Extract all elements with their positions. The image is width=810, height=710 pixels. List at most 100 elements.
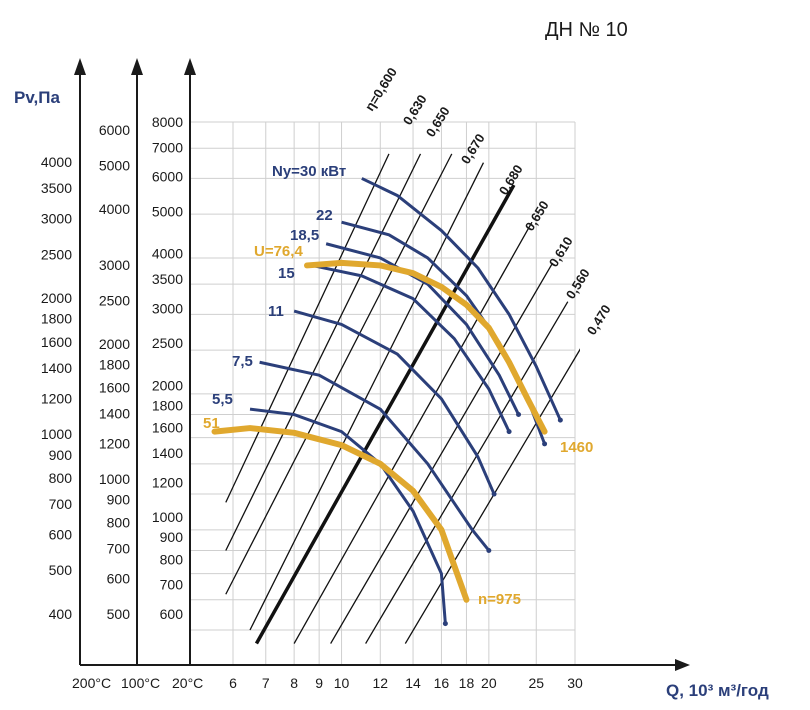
rpm-curves — [211, 259, 548, 603]
rpm-label-3: n=975 — [478, 591, 521, 608]
y-tick-0-14: 3500 — [41, 180, 72, 196]
efficiency-line-5 — [293, 221, 533, 644]
y-tick-2-2: 800 — [160, 551, 184, 567]
y-tick-0-7: 1200 — [41, 390, 72, 406]
x-tick-3: 9 — [315, 675, 323, 691]
x-tick-8: 18 — [459, 675, 475, 691]
y-tick-2-13: 4000 — [152, 246, 183, 262]
y-tick-2-14: 5000 — [152, 203, 183, 219]
efficiency-line-2 — [225, 153, 453, 595]
y-tick-1-5: 1000 — [99, 471, 130, 487]
y-tick-0-0: 400 — [49, 606, 73, 622]
y-tick-1-7: 1400 — [99, 405, 130, 421]
efficiency-line-1 — [225, 153, 422, 551]
y-tick-2-17: 8000 — [152, 114, 183, 130]
rpm-label-1: 51 — [203, 415, 220, 432]
y-tick-1-14: 5000 — [99, 158, 130, 174]
y-tick-2-4: 1000 — [152, 509, 183, 525]
y-tick-1-1: 600 — [107, 570, 131, 586]
y-tick-0-3: 700 — [49, 496, 73, 512]
power-curve-2 — [325, 242, 520, 416]
y-tick-0-10: 1800 — [41, 311, 72, 327]
efficiency-line-0 — [225, 153, 390, 503]
x-tick-4: 10 — [334, 675, 350, 691]
power-curve-end-0 — [557, 417, 563, 423]
power-labels: Ny=30 кВт 22 18,5 15 11 7,5 5,5 — [212, 163, 346, 408]
power-label-1: 22 — [316, 207, 333, 224]
x-tick-1: 7 — [262, 675, 270, 691]
y-tick-2-6: 1400 — [152, 445, 183, 461]
y-tick-2-11: 3000 — [152, 300, 183, 316]
rpm-labels: U=76,4 51 1460 n=975 — [203, 243, 593, 608]
power-curve-0 — [361, 177, 562, 421]
temp-label-100c: 100°C — [121, 675, 160, 691]
y-tick-1-15: 6000 — [99, 122, 130, 138]
efficiency-label-4: 0,680 — [496, 162, 526, 198]
power-curve-end-2 — [516, 412, 522, 418]
y-axis-label: Pv,Па — [14, 88, 60, 107]
power-curve-end-1 — [542, 441, 548, 447]
x-tick-9: 20 — [481, 675, 497, 691]
y-tick-2-12: 3500 — [152, 271, 183, 287]
x-tick-0: 6 — [229, 675, 237, 691]
rpm-curve-0 — [211, 425, 470, 603]
y-tick-2-0: 600 — [160, 606, 184, 622]
power-curve-end-6 — [442, 621, 448, 627]
efficiency-label-0: η=0,600 — [362, 65, 400, 114]
y-tick-2-7: 1600 — [152, 420, 183, 436]
y-tick-1-10: 2000 — [99, 336, 130, 352]
power-label-5: 7,5 — [232, 353, 253, 370]
temp-label-200c: 200°C — [72, 675, 111, 691]
x-tick-11: 30 — [567, 675, 583, 691]
rpm-label-2: 1460 — [560, 439, 593, 456]
y-axis-100c-arrow — [131, 58, 143, 75]
x-tick-10: 25 — [528, 675, 544, 691]
power-label-4: 11 — [268, 303, 284, 320]
chart-title: ДН № 10 — [545, 19, 628, 41]
y-tick-1-6: 1200 — [99, 435, 130, 451]
y-tick-1-2: 700 — [107, 540, 131, 556]
x-axis-label: Q, 10³ м³/год — [666, 681, 769, 700]
y-tick-1-12: 3000 — [99, 257, 130, 273]
power-curve-4 — [293, 309, 496, 495]
x-tick-labels: 6 7 8 9 10 12 14 16 18 20 25 30 — [229, 675, 583, 691]
efficiency-label-5: 0,650 — [522, 198, 552, 234]
y-tick-2-5: 1200 — [152, 474, 183, 490]
y-tick-2-1: 700 — [160, 577, 184, 593]
efficiency-line-3 — [249, 162, 485, 631]
y-tick-2-10: 2500 — [152, 335, 183, 351]
axes — [74, 58, 690, 671]
efficiency-label-6: 0,610 — [546, 234, 576, 270]
y-tick-1-11: 2500 — [99, 293, 130, 309]
x-tick-7: 16 — [434, 675, 450, 691]
y-tick-1-13: 4000 — [99, 201, 130, 217]
power-curve-end-4 — [491, 491, 497, 497]
y-tick-0-6: 1000 — [41, 426, 72, 442]
efficiency-labels: η=0,600 0,6300,6500,6700,6800,6500,6100,5… — [362, 65, 614, 338]
power-label-2: 18,5 — [290, 227, 319, 244]
power-label-3: 15 — [278, 265, 295, 282]
power-label-6: 5,5 — [212, 391, 233, 408]
y-tick-2-8: 1800 — [152, 397, 183, 413]
power-label-0: Ny=30 кВт — [272, 163, 346, 180]
temp-label-20c: 20°C — [172, 675, 203, 691]
efficiency-label-3: 0,670 — [458, 131, 488, 167]
y-tick-2-15: 6000 — [152, 169, 183, 185]
x-axis-arrow — [675, 659, 690, 671]
y-tick-0-11: 2000 — [41, 290, 72, 306]
y-axis-20c-arrow — [184, 58, 196, 75]
x-tick-2: 8 — [290, 675, 298, 691]
y-tick-0-13: 3000 — [41, 210, 72, 226]
power-curve-end-5 — [486, 547, 492, 553]
y-tick-1-9: 1800 — [99, 357, 130, 373]
y-axis-200c-arrow — [74, 58, 86, 75]
efficiency-label-8: 0,470 — [584, 302, 614, 338]
y-tick-0-15: 4000 — [41, 154, 72, 170]
y-tick-0-12: 2500 — [41, 246, 72, 262]
y-tick-0-8: 1400 — [41, 360, 72, 376]
y-tick-0-2: 600 — [49, 526, 73, 542]
y-tick-1-3: 800 — [107, 514, 131, 530]
y-tick-2-3: 900 — [160, 529, 184, 545]
y-tick-labels: 400 500 600 700 800 900 1000 1200 1400 1600 1800 20… — [41, 114, 183, 622]
